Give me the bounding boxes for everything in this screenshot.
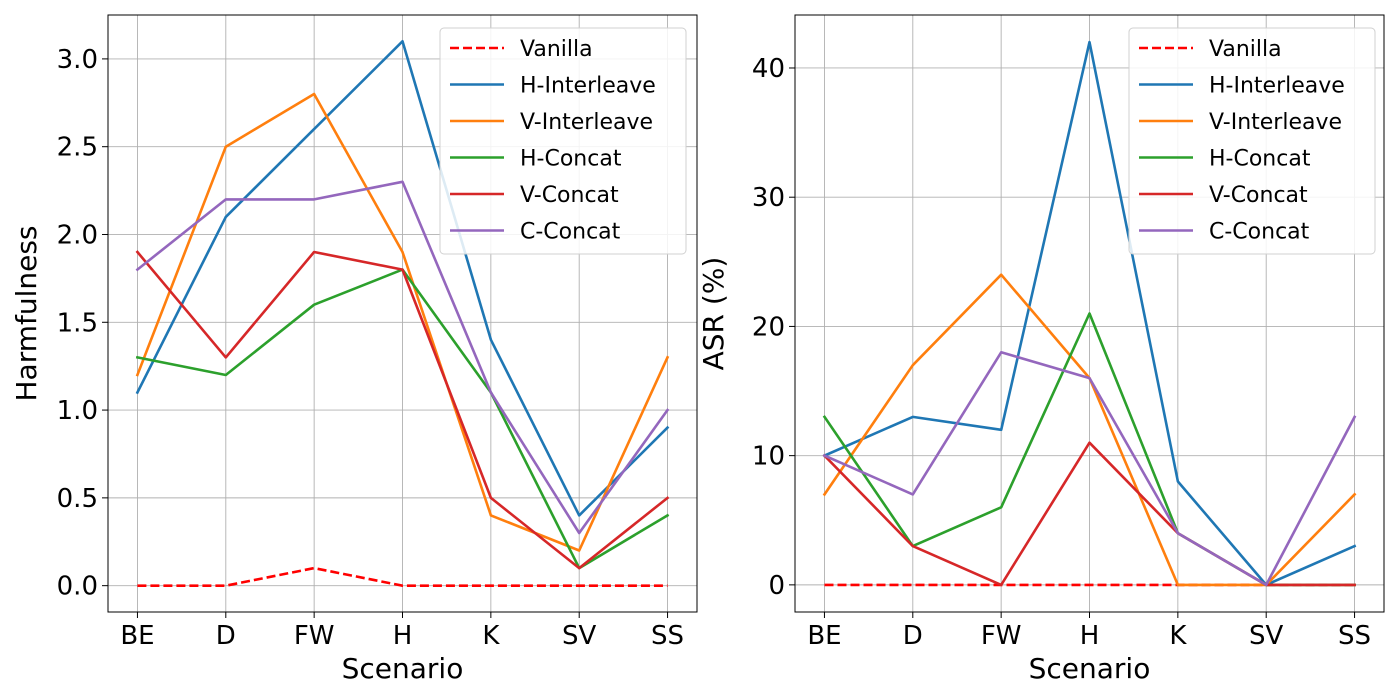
x-tick-label: SS	[651, 621, 684, 651]
y-axis-label: ASR (%)	[697, 257, 730, 371]
y-tick-label: 1.5	[57, 308, 98, 338]
legend-label: V-Interleave	[520, 110, 653, 135]
y-tick-label: 30	[752, 183, 785, 213]
harmfulness-chart: BE D FW H K SV SS 0.0 0.5 1.0 1.5 2.0 2.5 3.0 Scenario…	[10, 14, 698, 685]
x-axis-label: Scenario	[1029, 652, 1151, 685]
y-tick-label: 0	[768, 571, 785, 601]
legend-label: C-Concat	[1209, 220, 1310, 245]
legend-label: Vanilla	[1209, 37, 1282, 62]
x-tick-label: SS	[1338, 621, 1371, 651]
x-tick-label: SV	[562, 621, 597, 651]
y-tick-label: 3.0	[57, 45, 98, 75]
legend-label: H-Interleave	[1209, 74, 1345, 99]
y-tick-label: 2.5	[57, 133, 98, 163]
x-tick-label: BE	[120, 621, 154, 651]
y-axis-label: Harmfulness	[10, 225, 43, 401]
x-tick-label: D	[216, 621, 236, 651]
legend-label: H-Interleave	[520, 74, 656, 99]
legend-label: V-Concat	[520, 183, 619, 208]
y-tick-label: 0.5	[57, 484, 98, 514]
y-tick-label: 0.0	[57, 572, 98, 602]
x-tick-label: H	[393, 621, 413, 651]
y-tick-label: 10	[752, 442, 785, 472]
series-line-v-concat	[135, 250, 670, 570]
legend-label: Vanilla	[520, 37, 593, 62]
x-tick-label: SV	[1249, 621, 1284, 651]
x-tick-label: D	[903, 621, 923, 651]
legend: Vanilla H-Interleave V-Interleave H-Concat V…	[439, 27, 687, 255]
x-tick-label: FW	[981, 621, 1022, 651]
series-line-c-concat	[135, 180, 670, 535]
legend-label: V-Concat	[1209, 183, 1308, 208]
x-tick-label: H	[1080, 621, 1100, 651]
series-group	[135, 39, 670, 588]
series-line-h-interleave	[135, 39, 670, 517]
legend-label: H-Concat	[1209, 147, 1311, 172]
legend-label: H-Concat	[520, 147, 622, 172]
legend: Vanilla H-Interleave V-Interleave H-Concat V…	[1128, 27, 1376, 255]
x-tick-label: K	[482, 621, 500, 651]
legend-label: C-Concat	[520, 220, 621, 245]
series-line-vanilla	[137, 566, 668, 588]
x-tick-label: FW	[294, 621, 335, 651]
y-tick-label: 40	[752, 54, 785, 84]
y-tick-label: 20	[752, 312, 785, 342]
series-line-v-interleave	[135, 92, 670, 552]
series-line-c-concat	[822, 350, 1357, 587]
series-group	[822, 40, 1357, 587]
asr-chart: BE D FW H K SV SS 0 10 20 30 40 Scenario ASR (%) Vanil…	[697, 14, 1385, 685]
x-tick-label: K	[1169, 621, 1187, 651]
x-axis-label: Scenario	[342, 652, 464, 685]
legend-label: V-Interleave	[1209, 110, 1342, 135]
x-tick-label: BE	[807, 621, 841, 651]
y-tick-label: 1.0	[57, 396, 98, 426]
y-tick-label: 2.0	[57, 220, 98, 250]
